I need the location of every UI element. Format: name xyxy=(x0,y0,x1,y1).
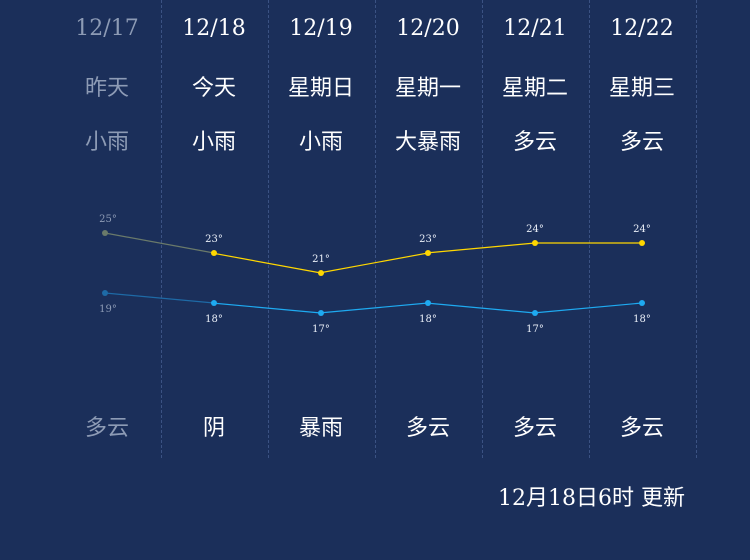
high-temp-label: 25° xyxy=(99,214,117,225)
high-temp-label: 23° xyxy=(419,234,437,245)
day-condition: 小雨 xyxy=(84,130,129,155)
high-temp-label: 24° xyxy=(633,224,651,235)
day-condition: 多云 xyxy=(512,130,557,155)
low-temp-line-segment xyxy=(532,302,643,314)
day-column-12-21: 12/21 星期二 多云 多云 xyxy=(482,0,589,458)
day-column-12-18: 12/18 今天小雨阴 xyxy=(161,0,268,458)
day-weekday: 今天 xyxy=(191,76,236,101)
low-temp-label: 19° xyxy=(99,304,117,315)
low-temp-label: 18° xyxy=(633,314,651,325)
low-temp-line-segment xyxy=(104,292,215,304)
day-date: 12/20 xyxy=(396,16,460,41)
temperature-chart: 25° 23° 21° 23° 24° 24° 19° 18° 17° 18° 17° 18° xyxy=(99,214,651,335)
low-temp-label: 17° xyxy=(526,324,544,335)
low-temp-point xyxy=(318,310,324,316)
high-temp-label: 24° xyxy=(526,224,544,235)
day-date: 12/21 xyxy=(503,16,567,41)
day-weekday: 星期一 xyxy=(394,76,461,101)
high-temp-point xyxy=(211,250,217,256)
high-temp-label: 21° xyxy=(312,254,330,265)
high-temp-line-segment xyxy=(211,252,322,274)
day-weekday: 星期三 xyxy=(608,76,675,101)
night-condition: 暴雨 xyxy=(298,416,343,441)
low-temp-point xyxy=(425,300,431,306)
high-temp-line-segment xyxy=(104,232,215,254)
night-condition: 多云 xyxy=(84,416,129,441)
high-temp-point xyxy=(532,240,538,246)
night-condition: 多云 xyxy=(619,416,664,441)
day-condition: 多云 xyxy=(619,130,664,155)
high-temp-label: 23° xyxy=(205,234,223,245)
night-condition: 多云 xyxy=(512,416,557,441)
column-divider xyxy=(588,0,590,458)
day-condition: 小雨 xyxy=(298,130,343,155)
day-condition: 小雨 xyxy=(191,130,236,155)
column-divider xyxy=(267,0,269,458)
high-temp-point xyxy=(639,240,645,246)
day-date: 12/19 xyxy=(289,16,353,41)
column-divider xyxy=(481,0,483,458)
column-divider xyxy=(374,0,376,458)
day-column-12-19: 12/19 星期日小雨暴雨 xyxy=(268,0,375,458)
day-column-12-20: 12/20 星期一大暴雨多云 xyxy=(375,0,482,458)
high-temp-line-segment xyxy=(318,252,429,274)
low-temp-point xyxy=(639,300,645,306)
low-temp-label: 18° xyxy=(205,314,223,325)
day-column-12-17: 12/17 昨天小雨多云 xyxy=(54,0,161,458)
day-weekday: 昨天 xyxy=(84,76,129,101)
high-temp-point xyxy=(425,250,431,256)
night-condition: 阴 xyxy=(202,416,225,441)
low-temp-line-segment xyxy=(211,302,322,314)
day-weekday: 星期二 xyxy=(501,76,568,101)
low-temp-line-segment xyxy=(318,302,429,314)
low-temp-label: 17° xyxy=(312,324,330,335)
day-condition: 大暴雨 xyxy=(394,130,461,155)
night-condition: 多云 xyxy=(405,416,450,441)
day-column-12-22: 12/22 星期三 多云 多云 xyxy=(589,0,696,458)
update-time: 12月18日6时 更新 xyxy=(498,486,685,511)
day-date: 12/18 xyxy=(182,16,246,41)
day-date: 12/17 xyxy=(75,16,139,41)
column-divider xyxy=(160,0,162,458)
low-temp-label: 18° xyxy=(419,314,437,325)
high-temp-point xyxy=(102,230,108,236)
day-weekday: 星期日 xyxy=(287,76,354,101)
low-temp-point xyxy=(211,300,217,306)
column-divider xyxy=(695,0,697,458)
low-temp-point xyxy=(102,290,108,296)
high-temp-line-segment xyxy=(425,242,536,254)
day-date: 12/22 xyxy=(610,16,674,41)
low-temp-point xyxy=(532,310,538,316)
high-temp-point xyxy=(318,270,324,276)
low-temp-line-segment xyxy=(425,302,536,314)
